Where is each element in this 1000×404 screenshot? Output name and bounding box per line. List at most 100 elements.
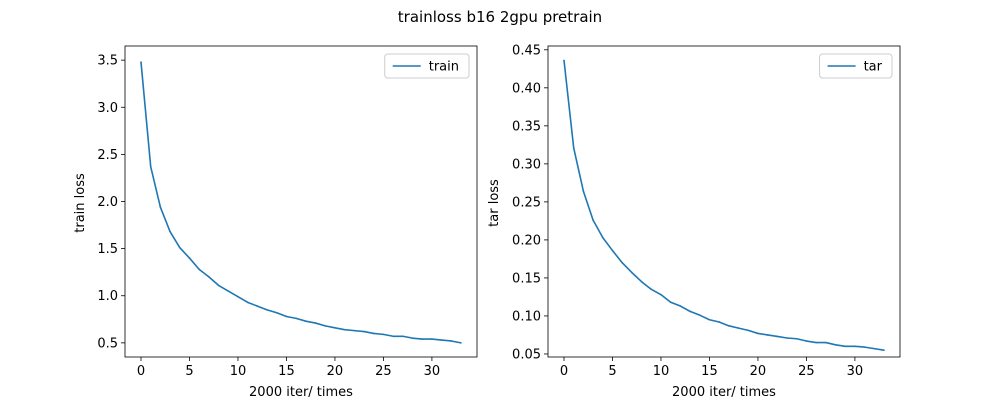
data-point (650, 288, 653, 291)
x-tick-label: 5 (185, 364, 193, 379)
data-point (737, 327, 740, 329)
x-tick-label: 20 (327, 364, 344, 379)
data-point (825, 341, 827, 344)
legend-entry-label: tar (864, 60, 883, 75)
legend: tar (819, 53, 893, 79)
data-point (275, 311, 278, 314)
y-tick-label: 0.30 (512, 157, 541, 172)
data-point (285, 315, 288, 318)
x-tick-label: 15 (701, 364, 718, 379)
legend-box (384, 53, 470, 79)
y-tick-label: 3.0 (97, 101, 118, 116)
data-point (392, 335, 394, 338)
data-point (834, 344, 837, 346)
data-point (679, 305, 682, 307)
data-point (669, 301, 672, 304)
data-point (372, 332, 375, 335)
tar-loss-chart: 2000 iter/ times tar loss 0 5 10 15 20 25 30 0.… (487, 43, 901, 400)
x-tick-label: 30 (424, 364, 441, 379)
data-point (411, 337, 414, 339)
figure-suptitle: trainloss b16 2gpu pretrain (398, 8, 602, 26)
data-point (363, 330, 365, 333)
data-point (421, 338, 424, 340)
data-point (757, 332, 759, 335)
data-point (883, 349, 885, 351)
data-point (460, 342, 462, 344)
data-point (689, 310, 691, 313)
data-point (198, 268, 200, 271)
y-tick-label: 0.5 (97, 336, 118, 351)
data-point (440, 339, 443, 341)
y-axis-label: tar loss (487, 179, 502, 227)
data-point (266, 309, 268, 311)
legend: train (384, 53, 470, 79)
data-point (563, 59, 565, 62)
data-point (592, 219, 594, 221)
series-line-train (140, 61, 462, 344)
y-tick-label: 1.0 (97, 289, 118, 304)
data-point (256, 305, 259, 307)
y-tick-label: 0.05 (512, 347, 541, 362)
data-point (795, 337, 798, 340)
x-tick-label: 5 (608, 364, 616, 379)
y-tick-label: 0.25 (512, 195, 541, 210)
y-tick-label: 0.35 (512, 119, 541, 134)
data-point (431, 338, 433, 340)
data-point (582, 190, 585, 193)
data-point (631, 271, 633, 274)
x-tick-label: 15 (278, 364, 295, 379)
data-point (873, 347, 876, 350)
x-tick-label: 20 (750, 364, 767, 379)
data-point (601, 236, 604, 239)
data-point (382, 333, 385, 336)
data-point (815, 341, 817, 344)
series-line-tar (563, 60, 885, 351)
y-tick-label: 3.5 (97, 54, 118, 69)
y-tick-label: 1.5 (97, 242, 118, 257)
train-loss-chart: 2000 iter/ times train loss 0 5 10 15 20 25 30… (73, 45, 478, 400)
data-point (844, 345, 847, 348)
data-point (611, 249, 614, 252)
data-point (450, 340, 453, 342)
data-point (178, 246, 181, 249)
y-axis-label: train loss (73, 173, 88, 233)
data-point (640, 280, 643, 283)
data-point (786, 337, 788, 339)
x-tick-label: 10 (230, 364, 247, 379)
y-tick-label: 2.5 (97, 148, 118, 163)
data-point (246, 301, 249, 304)
y-tick-label: 0.45 (512, 43, 541, 58)
data-point (708, 318, 711, 321)
y-tick-label: 2.0 (97, 195, 118, 210)
data-point (621, 261, 623, 264)
data-point (149, 165, 152, 168)
data-point (227, 290, 230, 292)
x-tick-label: 0 (560, 364, 568, 379)
axes-frame (124, 45, 478, 358)
data-point (776, 335, 779, 338)
data-point (805, 340, 808, 342)
y-tick-label: 0.15 (512, 271, 541, 286)
x-tick-label: 25 (798, 364, 815, 379)
data-point (854, 345, 856, 348)
legend-entry-label: train (429, 60, 459, 75)
data-point (698, 314, 701, 316)
data-point (305, 320, 307, 322)
data-point (208, 276, 210, 278)
data-point (718, 321, 720, 323)
x-tick-label: 25 (375, 364, 392, 379)
data-point (343, 328, 346, 331)
data-point (353, 329, 356, 332)
data-point (324, 325, 327, 327)
legend-box (819, 53, 893, 79)
data-point (295, 317, 297, 320)
data-point (747, 329, 750, 332)
data-point (140, 61, 142, 63)
data-point (572, 147, 575, 149)
data-point (402, 335, 404, 338)
x-tick-label: 0 (137, 364, 145, 379)
data-point (728, 325, 730, 327)
data-point (863, 346, 866, 348)
